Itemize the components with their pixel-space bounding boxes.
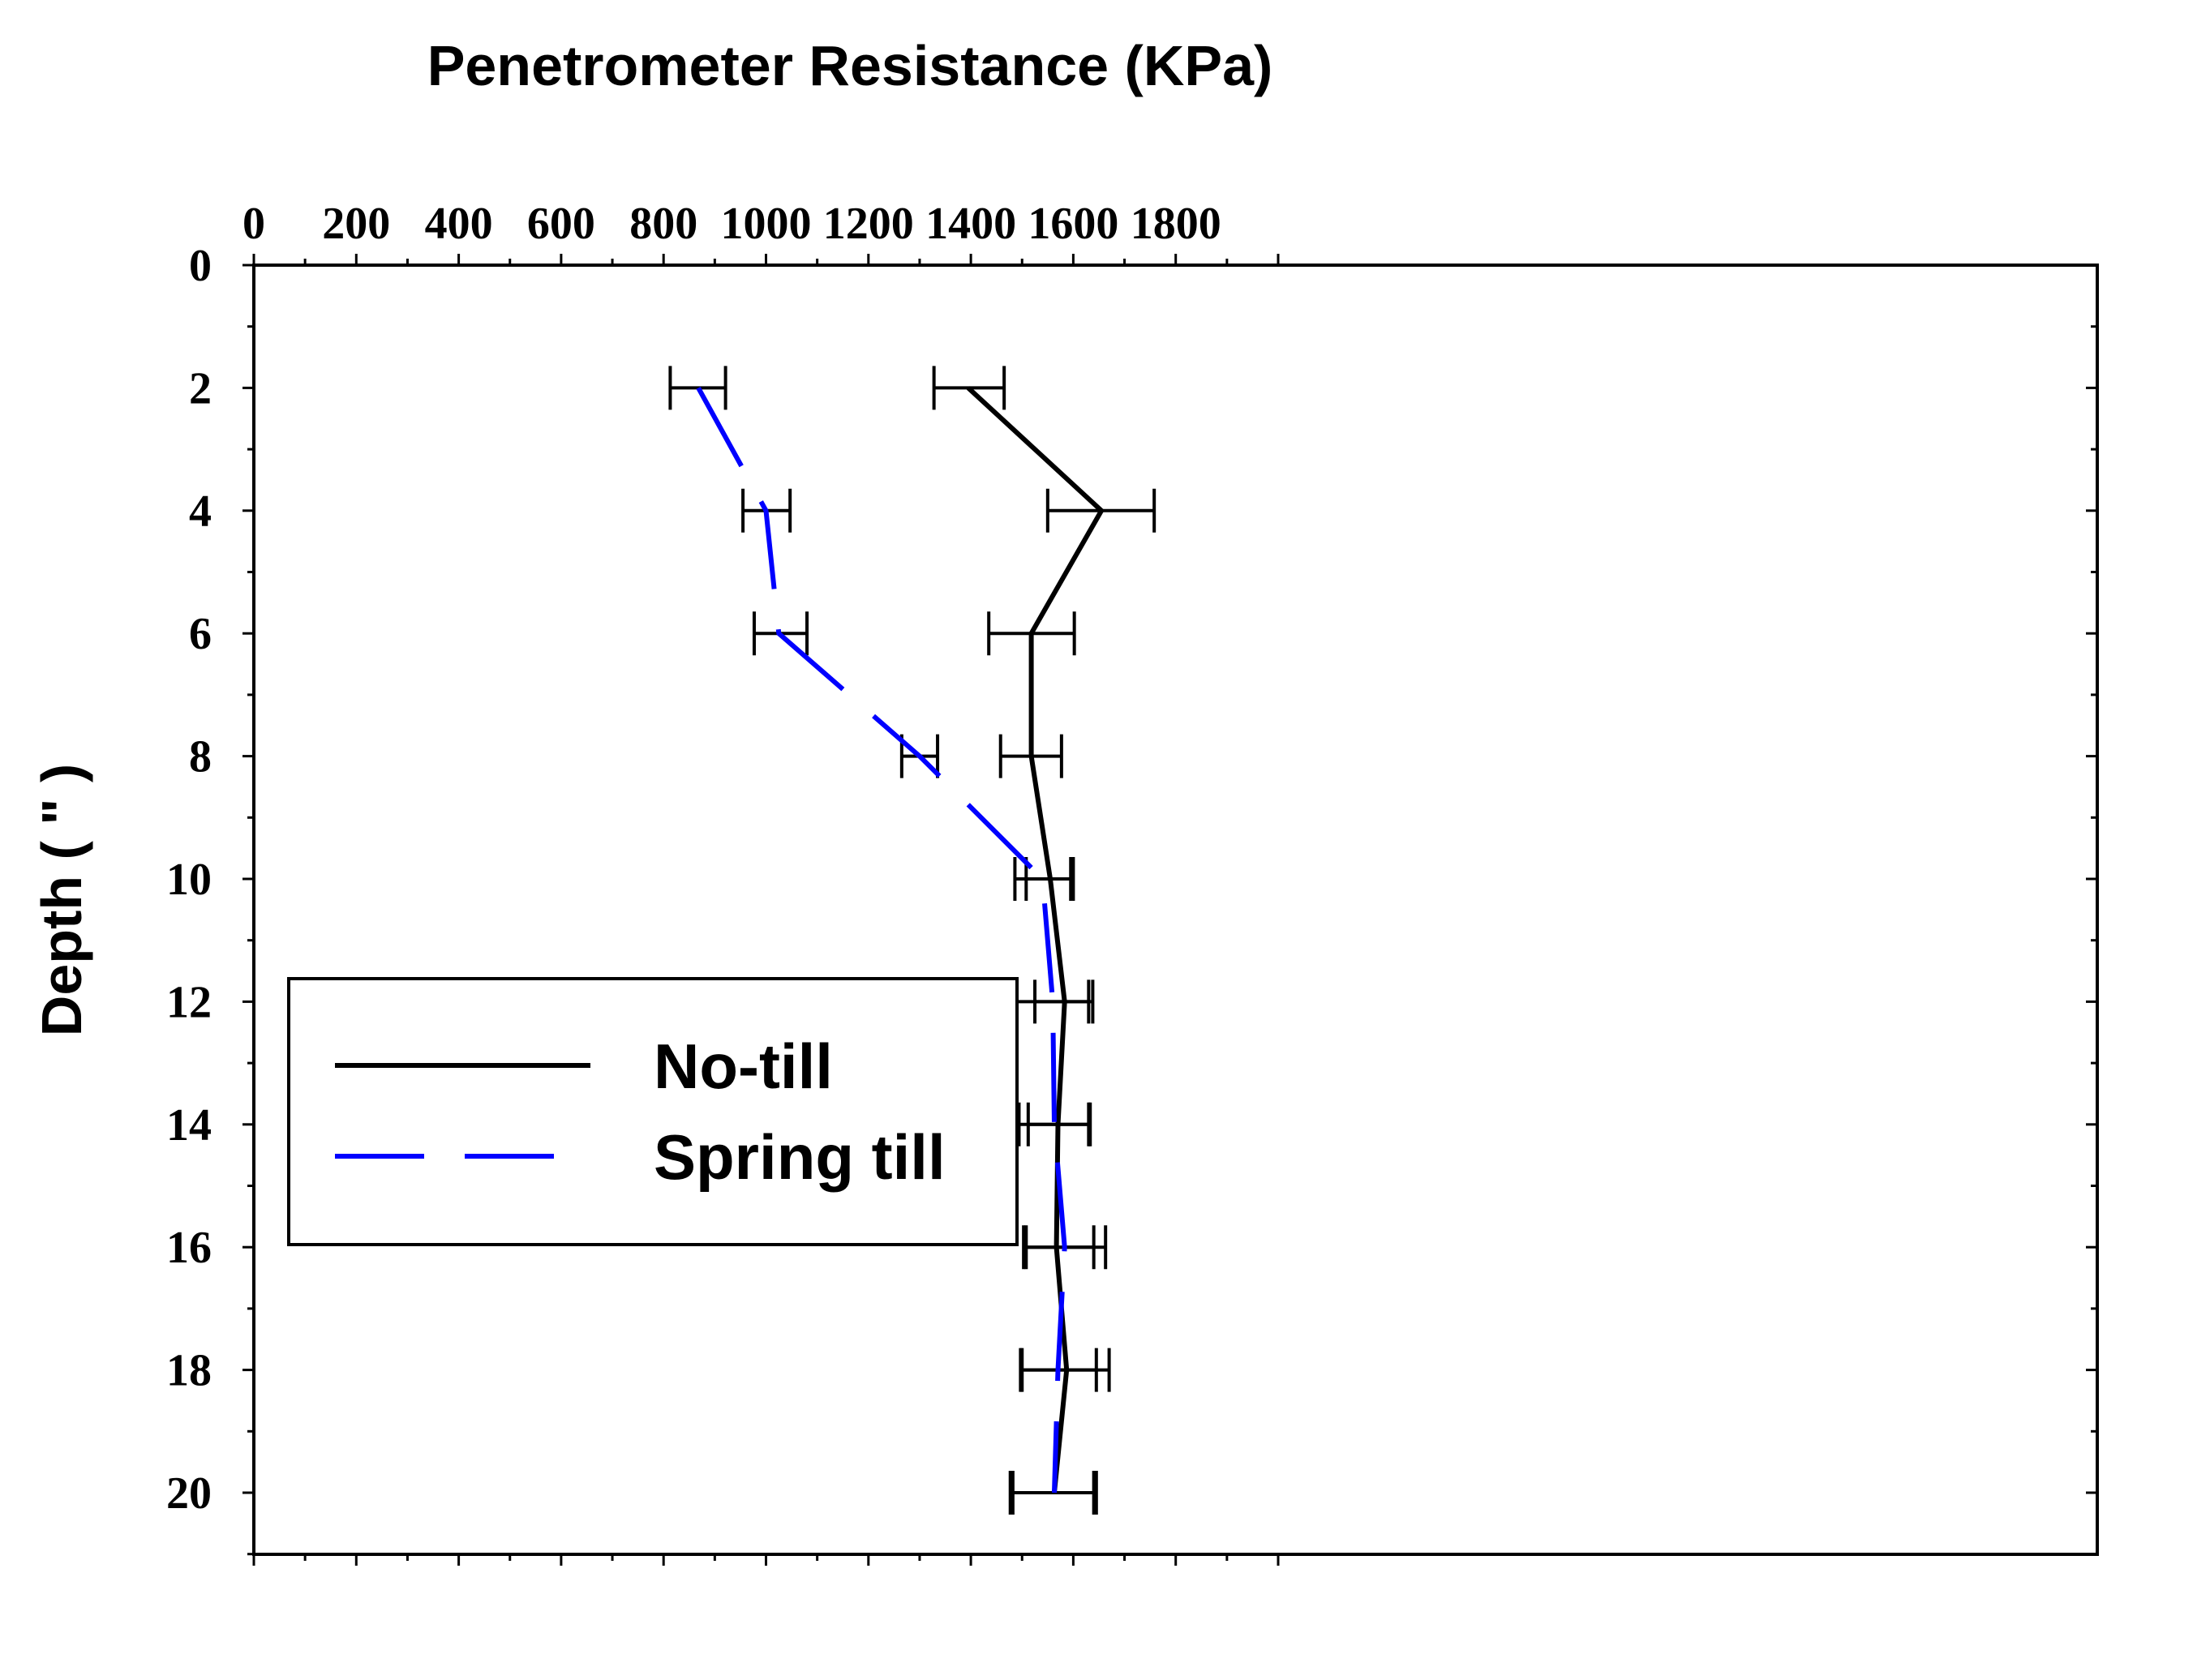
y-tick-label: 20 — [166, 1468, 212, 1519]
legend-box — [287, 977, 1019, 1246]
y-tick-label: 16 — [166, 1223, 212, 1273]
series-layer — [668, 366, 1156, 1515]
x-tick-label: 200 — [322, 199, 390, 249]
y-tick-label: 0 — [189, 241, 212, 291]
y-tick-label: 18 — [166, 1346, 212, 1396]
x-tick-label: 1600 — [1028, 199, 1118, 249]
y-tick-label: 6 — [189, 609, 212, 659]
x-tick-label: 600 — [527, 199, 595, 249]
x-tick-label: 1200 — [823, 199, 914, 249]
x-tick-label: 800 — [629, 199, 697, 249]
x-tick-label: 1800 — [1131, 199, 1221, 249]
y-axis: 0 2 4 6 8 10 12 14 16 18 20 — [166, 241, 2097, 1556]
y-tick-label: 10 — [166, 855, 212, 905]
x-tick-label: 0 — [242, 199, 265, 249]
legend-label-no-till: No-till — [654, 1031, 833, 1102]
chart-title: Penetrometer Resistance (KPa) — [427, 34, 1273, 97]
y-tick-label: 14 — [166, 1100, 212, 1151]
y-tick-label: 2 — [189, 363, 212, 414]
series-spring-till — [668, 366, 1098, 1515]
plot-area — [252, 264, 2099, 1556]
x-tick-label: 1400 — [925, 199, 1016, 249]
series-no-till — [932, 366, 1156, 1515]
x-tick-label: 400 — [425, 199, 493, 249]
series-line-spring-till — [696, 386, 1067, 1494]
x-tick-label: 1000 — [721, 199, 812, 249]
legend: No-till Spring till — [287, 977, 1019, 1246]
y-axis-label: Depth ( " ) — [30, 764, 93, 1036]
y-tick-label: 4 — [189, 486, 212, 537]
y-tick-label: 8 — [189, 732, 212, 782]
legend-label-spring-till: Spring till — [654, 1121, 946, 1193]
x-axis: 0 200 400 600 800 1000 1200 1400 1600 1800 — [242, 199, 1280, 1566]
y-tick-label: 12 — [166, 977, 212, 1027]
series-line-no-till — [966, 386, 1105, 1494]
